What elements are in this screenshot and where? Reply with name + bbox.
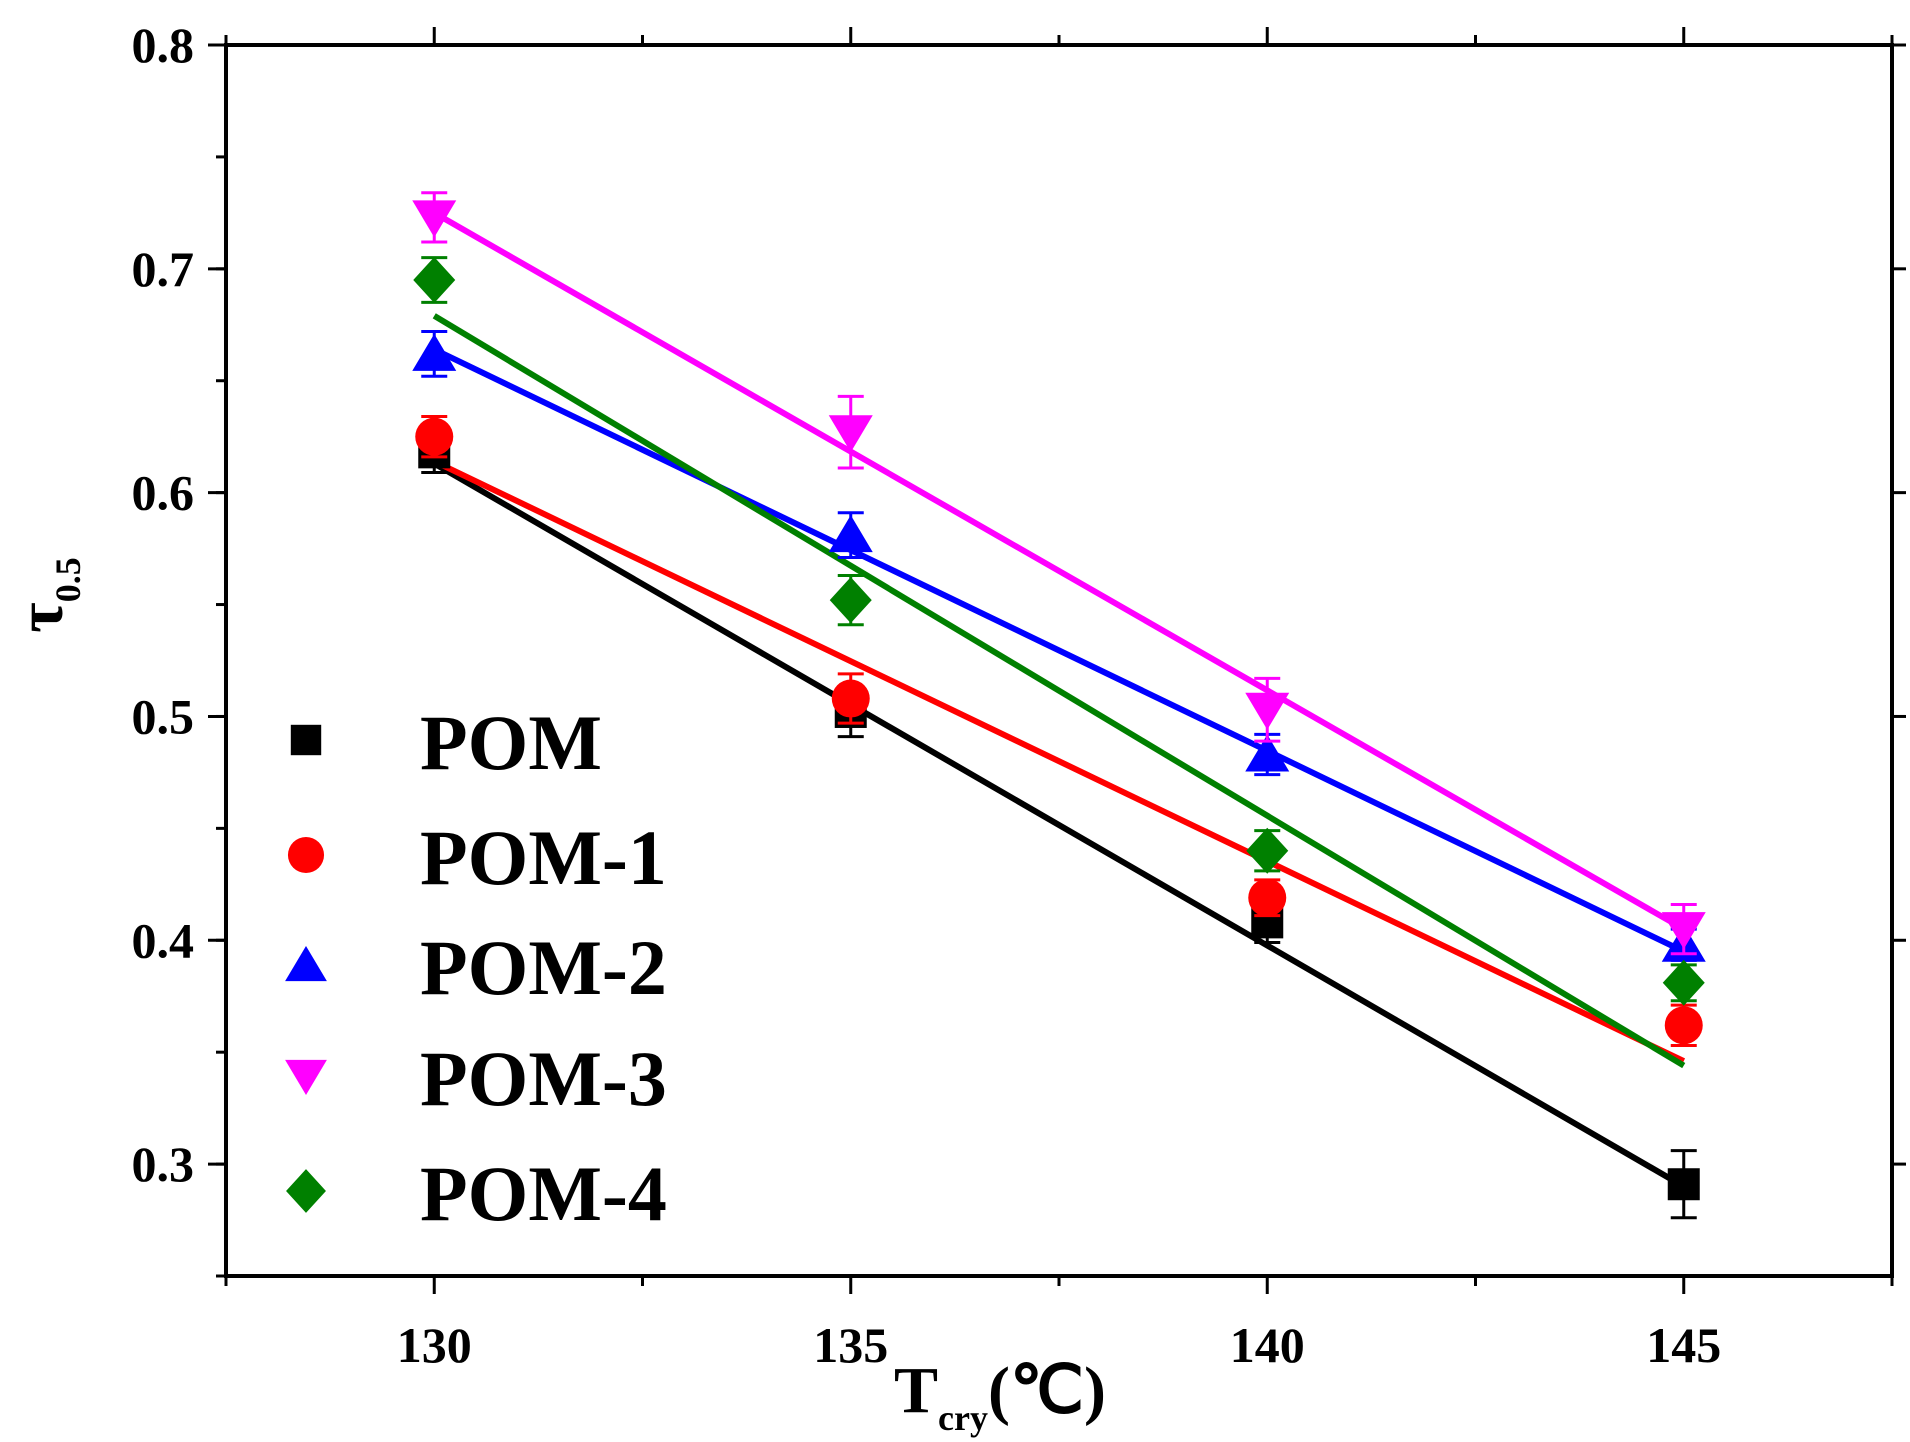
data-point-pom-3 [1661,912,1706,950]
legend: POM POM-1 POM-2 POM-3 POM-4 [285,699,667,1237]
y-axis-title: τ0.5 [4,557,88,632]
data-point-pom-4 [829,577,872,624]
x-tick-label: 135 [813,1317,888,1373]
x-tick-label: 145 [1646,1317,1721,1373]
legend-marker-pom-1 [287,836,325,874]
data-point-pom-1 [1664,1006,1703,1045]
data-point-pom-4 [1662,959,1705,1006]
data-point-pom-3 [412,200,457,238]
legend-label-pom-3: POM-3 [420,1035,667,1122]
legend-marker-pom-2 [285,946,327,982]
fit-line-pom-1 [432,458,1686,1064]
y-tick-label: 0.5 [132,688,195,744]
y-tick-label: 0.3 [132,1136,195,1192]
y-axis-title-main: τ [4,602,77,632]
x-tick-label: 130 [397,1317,472,1373]
x-axis-title-sub: cry [938,1398,988,1438]
legend-label-pom: POM [420,699,602,786]
x-axis-title: Tcry(℃) [894,1354,1106,1438]
data-point-pom-3 [828,415,873,453]
fit-line-pom-2 [432,346,1686,955]
legend-marker-pom-3 [285,1059,327,1095]
y-axis-title-sub: 0.5 [48,557,88,602]
data-point-pom-4 [413,257,456,304]
y-tick-label: 0.6 [132,465,195,521]
data-points [412,191,1706,1220]
y-tick-label: 0.4 [132,912,195,968]
legend-label-pom-1: POM-1 [420,814,667,901]
data-point-pom [1667,1168,1700,1201]
legend-label-pom-4: POM-4 [420,1150,667,1237]
x-axis-title-unit: (℃) [988,1354,1106,1427]
data-point-pom-1 [831,679,870,718]
x-tick-label: 140 [1230,1317,1305,1373]
y-tick-label: 0.7 [132,241,195,297]
x-tick-labels: 130 135 140 145 [397,1317,1722,1373]
data-point-pom-2 [828,515,873,553]
y-tick-label: 0.8 [132,17,195,73]
x-axis-title-main: T [894,1354,938,1427]
fit-line-pom [432,460,1686,1190]
data-point-pom-4 [1246,827,1289,874]
axis-ticks [208,27,1906,1294]
fit-line-pom-4 [432,313,1686,1069]
legend-marker-pom [290,724,322,756]
data-point-pom-1 [415,417,454,456]
legend-label-pom-2: POM-2 [420,924,667,1011]
fit-line-pom-3 [432,210,1686,932]
fit-lines [432,210,1686,1190]
data-point-pom-2 [412,333,457,371]
data-point-pom-1 [1248,878,1287,917]
legend-marker-pom-4 [286,1169,326,1213]
data-point-pom-3 [1245,692,1290,730]
data-point-pom-2 [1245,734,1290,772]
y-tick-labels: 0.3 0.4 0.5 0.6 0.7 0.8 [132,17,195,1192]
